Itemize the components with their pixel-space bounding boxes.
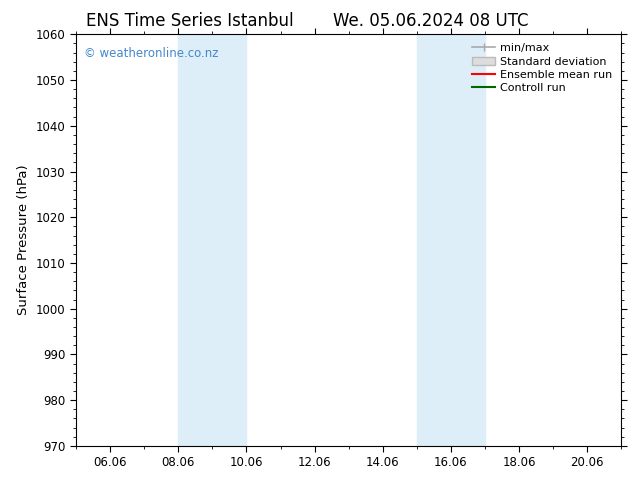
Bar	[178, 34, 247, 446]
Legend: min/max, Standard deviation, Ensemble mean run, Controll run: min/max, Standard deviation, Ensemble me…	[469, 40, 616, 97]
Text: © weatheronline.co.nz: © weatheronline.co.nz	[84, 47, 219, 60]
Bar	[417, 34, 485, 446]
Text: We. 05.06.2024 08 UTC: We. 05.06.2024 08 UTC	[333, 12, 529, 30]
Y-axis label: Surface Pressure (hPa): Surface Pressure (hPa)	[17, 165, 30, 316]
Text: ENS Time Series Istanbul: ENS Time Series Istanbul	[86, 12, 294, 30]
